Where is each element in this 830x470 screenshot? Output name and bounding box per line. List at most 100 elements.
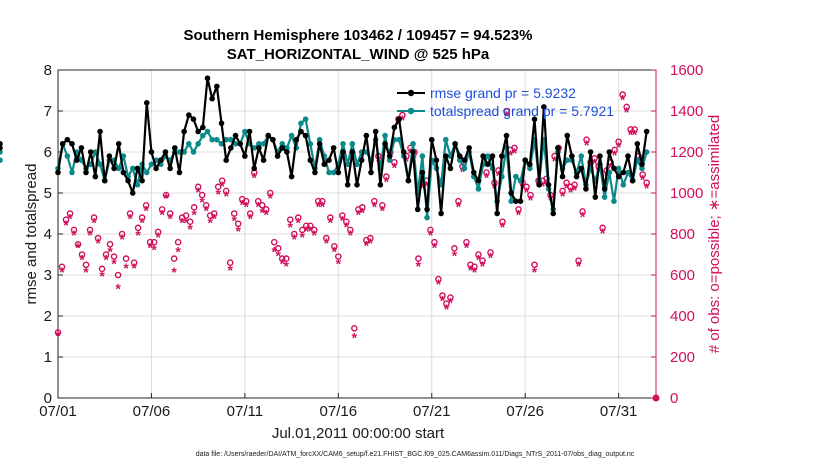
obs-assimilated-point: * xyxy=(564,180,570,196)
obs-possible-point xyxy=(54,329,62,336)
obs-possible-point xyxy=(242,197,250,205)
obs-possible-point xyxy=(331,242,338,250)
series-point-rmse xyxy=(456,153,463,159)
series-point-totalspread xyxy=(461,165,468,172)
series-point-rmse xyxy=(106,153,113,159)
chart-subtitle: SAT_HORIZONTAL_WIND @ 525 hPa xyxy=(226,46,490,63)
series-point-rmse xyxy=(148,149,155,155)
y-tick-label: 1 xyxy=(44,349,52,366)
series-point-rmse xyxy=(78,145,85,151)
series-point-rmse xyxy=(391,124,398,131)
series-point-totalspread xyxy=(316,136,323,143)
obs-possible-point xyxy=(371,197,378,205)
obs-assimilated-point: * xyxy=(600,225,606,241)
series-point-rmse xyxy=(181,128,187,135)
obs-assimilated-point: * xyxy=(316,198,322,214)
series-point-rmse xyxy=(522,157,528,163)
obs-assimilated-point: * xyxy=(500,219,506,235)
series-point-rmse xyxy=(569,153,575,159)
obs-possible-point xyxy=(82,261,90,269)
obs-possible-point xyxy=(266,189,274,197)
obs-assimilated-point: * xyxy=(568,184,574,200)
obs-possible-point xyxy=(198,191,206,199)
series-point-rmse xyxy=(139,177,145,184)
obs-assimilated-point: * xyxy=(628,127,634,143)
series-point-rmse xyxy=(470,169,477,176)
obs-possible-point xyxy=(70,226,78,234)
series-point-totalspread xyxy=(475,186,482,192)
obs-possible-point xyxy=(74,240,82,248)
series-point-rmse xyxy=(447,165,454,172)
series-point-rmse xyxy=(363,132,370,139)
series-point-rmse xyxy=(573,173,580,180)
series-point-rmse xyxy=(452,141,458,147)
series-point-rmse xyxy=(143,100,150,106)
obs-assimilated-point: * xyxy=(251,170,257,186)
series-point-rmse xyxy=(214,83,220,90)
obs-assimilated-point: * xyxy=(612,147,618,163)
obs-assimilated-point: * xyxy=(644,180,650,196)
obs-possible-point xyxy=(531,261,538,269)
obs-assimilated-point: * xyxy=(59,264,65,280)
obs-possible-point xyxy=(194,183,202,191)
obs-assimilated-point: * xyxy=(191,207,197,223)
obs-possible-point xyxy=(563,179,570,187)
series-point-rmse xyxy=(527,161,533,168)
series-point-rmse xyxy=(606,149,613,155)
legend-label-totalspread: totalspread grand pr = 5.7921 xyxy=(430,103,614,119)
obs-assimilated-point: * xyxy=(243,198,249,214)
obs-assimilated-point: * xyxy=(231,213,237,229)
series-point-totalspread xyxy=(69,169,75,176)
series-point-rmse xyxy=(153,165,159,172)
series-point-rmse xyxy=(550,210,557,217)
obs-assimilated-point: * xyxy=(472,264,478,280)
obs-possible-point xyxy=(278,255,286,262)
obs-possible-point xyxy=(134,224,142,232)
series-point-rmse xyxy=(312,169,318,176)
series-point-rmse xyxy=(256,145,262,151)
series-point-rmse xyxy=(405,177,412,184)
obs-assimilated-point: * xyxy=(103,252,109,268)
y-right-tick-label: 800 xyxy=(670,226,695,243)
obs-assimilated-point: * xyxy=(151,241,157,257)
series-point-rmse xyxy=(162,149,169,155)
obs-possible-point xyxy=(62,216,70,223)
obs-assimilated-point: * xyxy=(440,293,446,309)
series-point-rmse xyxy=(260,157,267,163)
series-point-totalspread xyxy=(578,153,585,159)
obs-possible-point xyxy=(347,226,354,234)
obs-possible-point xyxy=(499,218,506,225)
series-point-totalspread xyxy=(639,165,645,172)
obs-possible-point xyxy=(471,263,478,271)
obs-possible-point xyxy=(451,245,458,252)
obs-possible-point xyxy=(254,197,262,205)
obs-possible-point xyxy=(274,245,282,252)
series-point-totalspread xyxy=(0,157,3,163)
obs-assimilated-point: * xyxy=(528,192,534,208)
obs-assimilated-point: * xyxy=(328,215,334,231)
obs-possible-point xyxy=(186,218,194,225)
obs-assimilated-point: * xyxy=(95,235,101,251)
obs-assimilated-point: * xyxy=(183,215,189,231)
obs-possible-point xyxy=(435,275,442,283)
obs-assimilated-point: * xyxy=(71,227,77,243)
obs-assimilated-point: * xyxy=(159,207,165,223)
series-point-totalspread xyxy=(232,141,239,147)
obs-possible-point xyxy=(583,136,590,143)
obs-assimilated-point: * xyxy=(324,235,330,251)
legend-label-rmse: rmse grand pr = 5.9232 xyxy=(430,85,576,101)
obs-assimilated-point: * xyxy=(211,211,217,227)
obs-possible-point xyxy=(90,214,98,221)
obs-possible-point xyxy=(611,146,618,154)
series-point-rmse xyxy=(167,165,173,172)
series-point-totalspread xyxy=(340,141,346,147)
x-tick-label: 07/11 xyxy=(227,403,263,420)
series-point-rmse xyxy=(120,169,127,176)
obs-possible-point xyxy=(367,234,374,242)
obs-possible-point xyxy=(170,255,178,262)
series-point-rmse xyxy=(485,161,491,168)
obs-possible-point xyxy=(222,187,230,195)
y-right-tick-label: 200 xyxy=(670,349,695,366)
series-point-rmse xyxy=(204,75,211,81)
series-point-totalspread xyxy=(382,132,388,139)
